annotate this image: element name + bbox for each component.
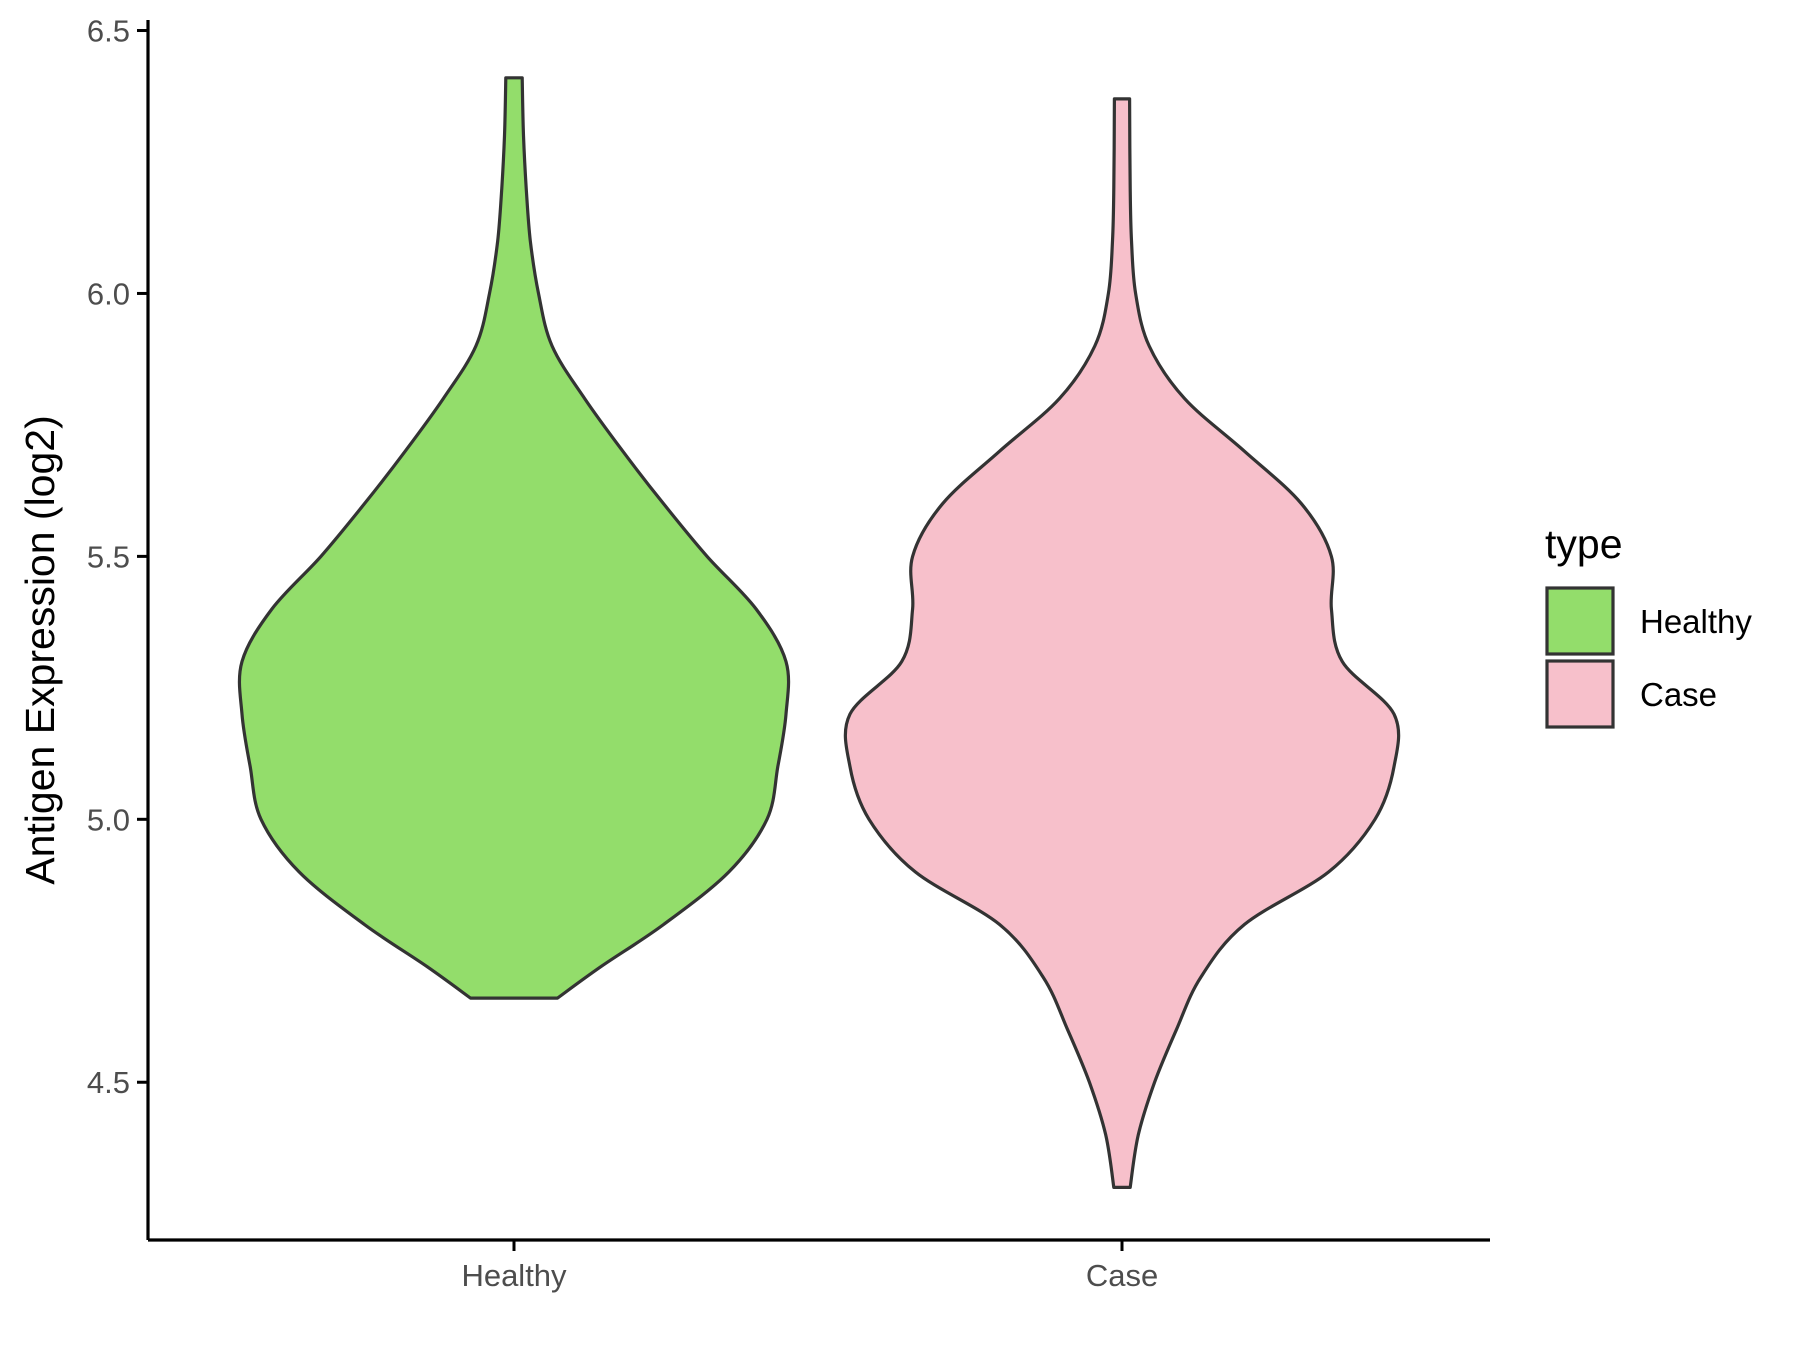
legend-title: type (1545, 521, 1623, 567)
violin-case (843, 97, 1401, 1189)
legend-swatch-case (1545, 659, 1615, 729)
legend-swatch-healthy (1545, 586, 1615, 656)
y-tick-label: 5.5 (87, 539, 130, 574)
legend-label-case: Case (1640, 676, 1717, 713)
violin-healthy (237, 76, 791, 1000)
axes: 4.5 5.0 5.5 6.0 6.5 Healthy Case (87, 14, 1490, 1293)
y-tick-label: 6.0 (87, 276, 130, 311)
legend-items: Healthy Case (1545, 586, 1752, 729)
y-tick-label: 5.0 (87, 802, 130, 837)
y-tick-label: 4.5 (87, 1065, 130, 1100)
y-axis-title: Antigen Expression (log2) (17, 415, 63, 884)
y-ticks: 4.5 5.0 5.5 6.0 6.5 (87, 14, 148, 1100)
y-tick-label: 6.5 (87, 14, 130, 49)
x-tick-label-case: Case (1086, 1258, 1158, 1293)
x-ticks: Healthy Case (461, 1240, 1158, 1293)
violin-layer (237, 76, 1401, 1189)
legend-label-healthy: Healthy (1640, 603, 1752, 640)
legend: type Healthy Case (1545, 521, 1752, 729)
x-tick-label-healthy: Healthy (461, 1258, 567, 1293)
